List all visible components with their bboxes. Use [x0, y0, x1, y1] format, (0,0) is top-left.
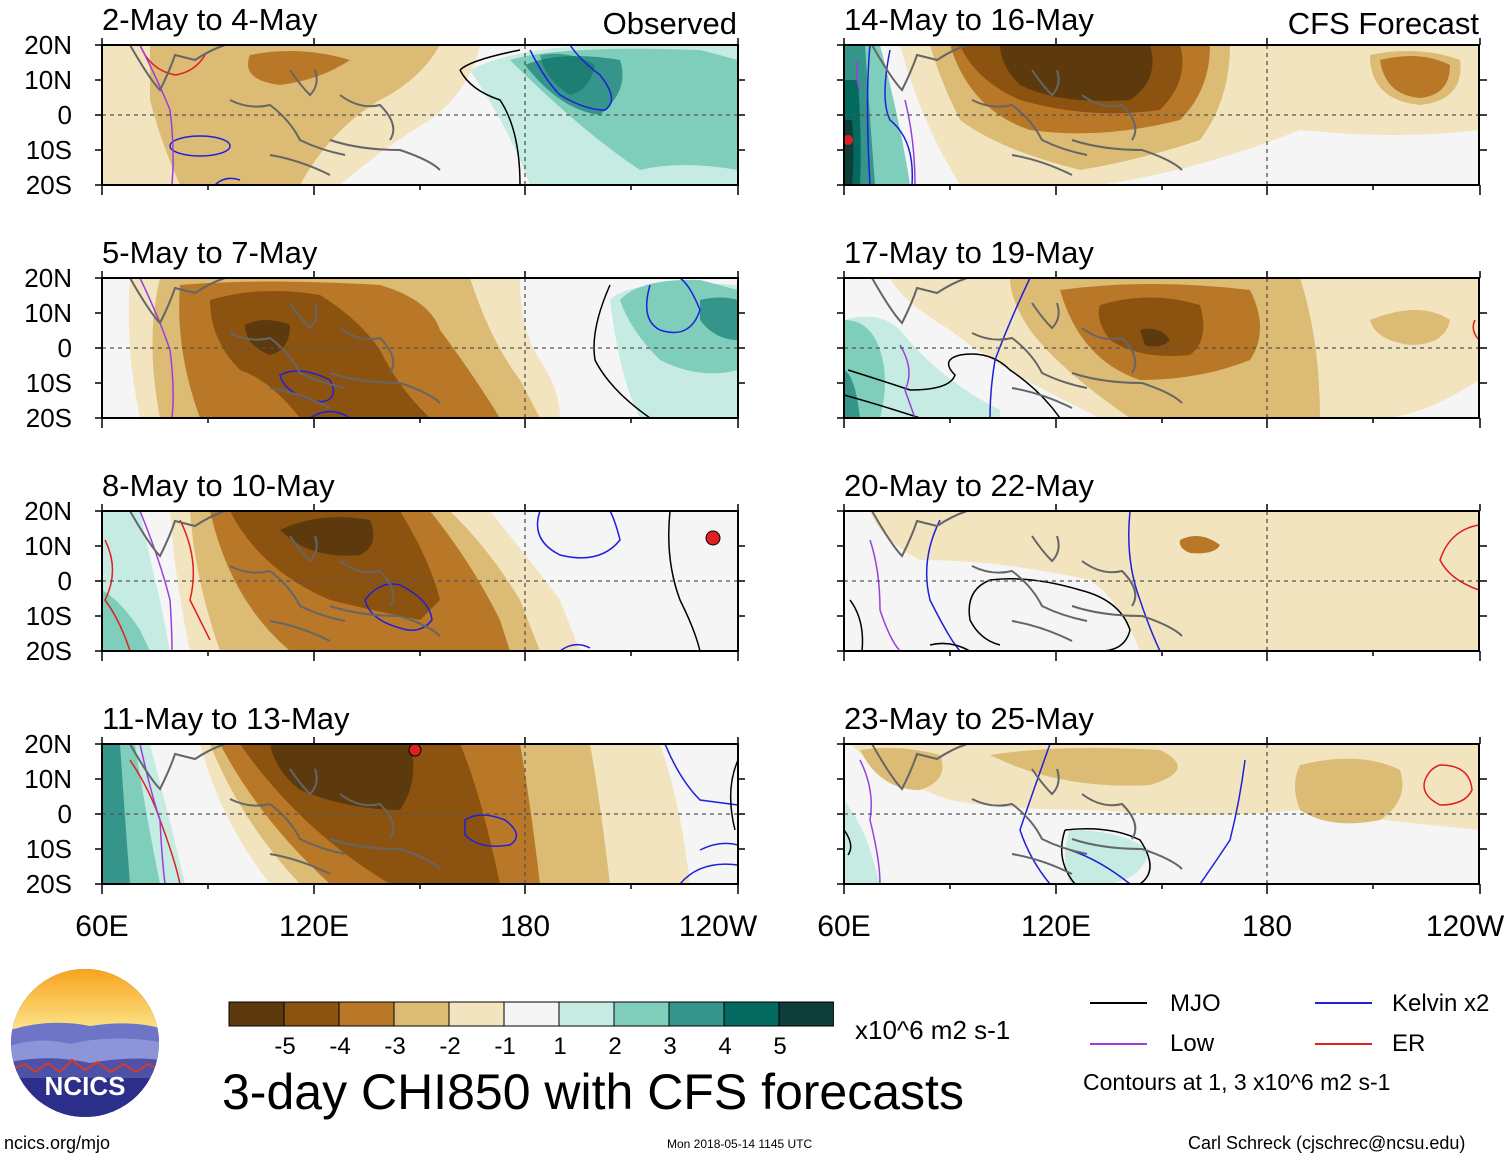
legend-label-kelvin: Kelvin x2	[1392, 990, 1490, 1017]
lat-label: 20N	[24, 263, 72, 293]
lat-label: 20N	[24, 496, 72, 526]
lon-label: 120W	[1425, 910, 1505, 943]
colorbar-swatch	[503, 1001, 560, 1027]
lat-label: 20S	[25, 170, 72, 200]
colorbar-tick: -3	[384, 1033, 406, 1060]
lat-label: 10S	[25, 368, 72, 398]
colorbar-swatch	[228, 1001, 285, 1027]
legend-label-mjo: MJO	[1170, 990, 1221, 1017]
lat-label: 0	[57, 566, 72, 596]
legend	[1090, 1002, 1372, 1045]
lat-label: 10N	[24, 65, 72, 95]
panel-title-3: 8-May to 10-May	[102, 468, 335, 503]
panel-title-5: 14-May to 16-May	[844, 2, 1094, 37]
lat-label: 0	[57, 100, 72, 130]
lon-label: 60E	[817, 910, 871, 943]
colorbar-tick: -4	[329, 1033, 351, 1060]
panel-title-7: 20-May to 22-May	[844, 468, 1094, 503]
lat-label: 10N	[24, 764, 72, 794]
colorbar-swatch	[338, 1001, 395, 1027]
colorbar-swatch	[283, 1001, 340, 1027]
panel-title-6: 17-May to 19-May	[844, 235, 1094, 270]
lon-label: 120E	[1020, 910, 1092, 943]
lat-label: 20S	[25, 869, 72, 899]
source-url: ncics.org/mjo	[4, 1133, 111, 1153]
colorbar	[228, 1001, 834, 1027]
colorbar-tick: 3	[663, 1033, 677, 1060]
lat-label: 0	[57, 799, 72, 829]
colorbar-tick: 4	[718, 1033, 732, 1060]
colorbar-swatch	[723, 1001, 780, 1027]
panel-2-field	[102, 278, 738, 418]
colorbar-swatch	[448, 1001, 505, 1027]
contour-note: Contours at 1, 3 x10^6 m2 s-1	[1083, 1069, 1391, 1095]
colorbar-swatch	[613, 1001, 670, 1027]
lon-label: 60E	[75, 910, 129, 943]
tick-marks	[95, 38, 745, 195]
panel-1-field	[102, 45, 738, 185]
panel-title-2: 5-May to 7-May	[102, 235, 318, 270]
panel-title-4: 11-May to 13-May	[102, 701, 350, 736]
panel-title-8: 23-May to 25-May	[844, 701, 1094, 736]
legend-label-er: ER	[1392, 1030, 1426, 1057]
ncics-logo: NCICS	[11, 969, 159, 1117]
lat-label: 20N	[24, 30, 72, 60]
colorbar-swatch	[778, 1001, 834, 1027]
units-label: x10^6 m2 s-1	[855, 1015, 1011, 1045]
colorbar-tick: -1	[494, 1033, 516, 1060]
lat-label: 10S	[25, 135, 72, 165]
lat-label: 20S	[25, 636, 72, 666]
credit: Carl Schreck (cjschrec@ncsu.edu)	[1188, 1133, 1466, 1153]
timestamp: Mon 2018-05-14 1145 UTC	[667, 1137, 813, 1151]
lat-label: 0	[57, 333, 72, 363]
colorbar-swatch	[668, 1001, 725, 1027]
coastlines-left	[129, 44, 441, 176]
lat-label: 10S	[25, 601, 72, 631]
observed-tag: Observed	[602, 6, 737, 41]
lat-label: 10S	[25, 834, 72, 864]
colorbar-tick: 5	[773, 1033, 787, 1060]
colorbar-swatches	[228, 1001, 834, 1027]
grid-dashes	[102, 45, 1479, 884]
lon-label: 180	[499, 910, 551, 943]
lon-label: 120E	[278, 910, 350, 943]
lat-label: 10N	[24, 531, 72, 561]
colorbar-swatch	[393, 1001, 450, 1027]
colorbar-swatch	[558, 1001, 615, 1027]
lat-label: 20N	[24, 729, 72, 759]
forecast-tag: CFS Forecast	[1287, 6, 1479, 41]
colorbar-tick: -2	[439, 1033, 461, 1060]
lat-label: 10N	[24, 298, 72, 328]
legend-label-low: Low	[1170, 1030, 1215, 1057]
panel-4-field	[102, 744, 738, 884]
lat-label: 20S	[25, 403, 72, 433]
panel-title-1: 2-May to 4-May	[102, 2, 318, 37]
lon-label: 120W	[678, 910, 758, 943]
panel-3-field	[102, 511, 738, 651]
logo-text: NCICS	[45, 1071, 126, 1101]
colorbar-tick: 1	[553, 1033, 567, 1060]
colorbar-tick: 2	[608, 1033, 622, 1060]
lon-label: 180	[1241, 910, 1293, 943]
figure-title: 3-day CHI850 with CFS forecasts	[222, 1064, 964, 1120]
colorbar-tick: -5	[274, 1033, 296, 1060]
